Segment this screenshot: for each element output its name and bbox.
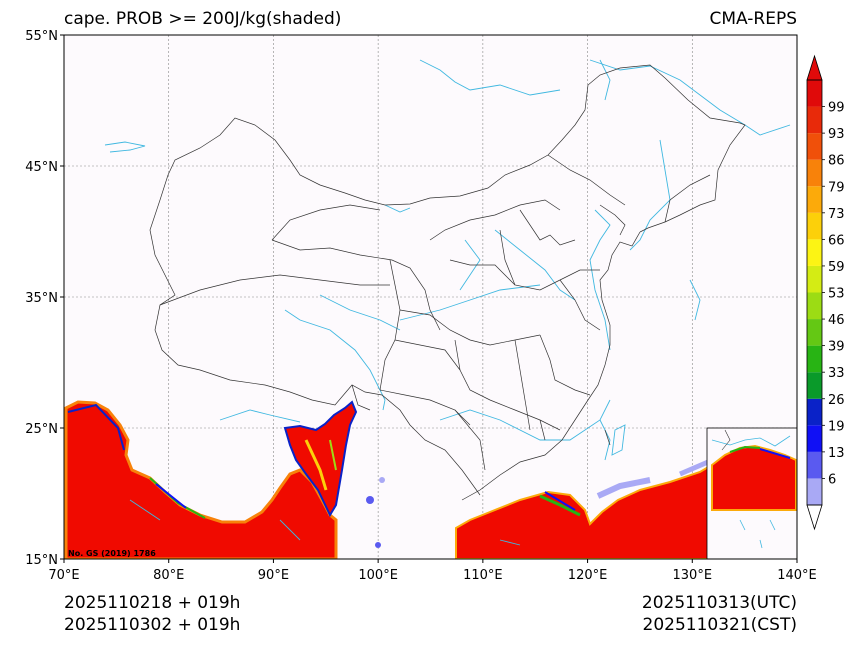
x-tick-label: 100°E [358, 568, 398, 583]
colorbar-tick-label: 66 [828, 233, 845, 248]
valid-time-cst: 2025110321(CST) [642, 615, 797, 635]
x-tick-label: 130°E [673, 568, 713, 583]
x-tick-label: 70°E [48, 568, 79, 583]
field-myanmar [283, 400, 358, 518]
colorbar-segment [807, 212, 822, 240]
colorbar-tick-label: 39 [828, 340, 845, 355]
colorbar-segment [807, 159, 822, 187]
colorbar-segment [807, 239, 822, 266]
colorbar-segment [807, 319, 822, 346]
x-axis: 70°E 80°E 90°E 100°E 110°E 120°E 130°E 140°E [48, 559, 817, 583]
model-name: CMA-REPS [709, 9, 797, 29]
x-tick-label: 110°E [463, 568, 503, 583]
colorbar-tick-label: 13 [828, 446, 845, 461]
colorbar-segment [807, 425, 822, 452]
colorbar-tick-label: 6 [828, 472, 836, 487]
colorbar-segment [807, 133, 822, 160]
graticule [64, 35, 797, 559]
admin-borders [149, 64, 746, 501]
colorbar-tick-label: 73 [828, 207, 845, 222]
colorbar-tick-label: 46 [828, 313, 845, 328]
colorbar-tick-label: 59 [828, 260, 845, 275]
y-tick-label: 15°N [25, 553, 58, 568]
colorbar-min-arrow [806, 504, 823, 531]
colorbar-tick-label: 33 [828, 366, 845, 381]
x-tick-label: 90°E [258, 568, 289, 583]
colorbar-tick-label: 26 [828, 393, 845, 408]
colorbar-segment [807, 372, 822, 399]
colorbar-tick-label: 99 [828, 101, 845, 116]
x-tick-label: 140°E [777, 568, 817, 583]
map-credit: No. GS (2019) 1786 [68, 549, 156, 558]
colorbar-segment [807, 292, 822, 320]
valid-time-utc: 2025110313(UTC) [641, 593, 797, 613]
colorbar-segment [807, 345, 822, 373]
y-tick-label: 55°N [25, 29, 58, 44]
colorbar-tick-label: 79 [828, 180, 845, 195]
colorbar-tick-label: 19 [828, 419, 845, 434]
colorbar-tick-label: 86 [828, 154, 845, 169]
colorbar-tick-label: 53 [828, 287, 845, 302]
y-axis: 55°N 45°N 35°N 25°N 15°N [25, 29, 64, 568]
probability-field [64, 400, 711, 559]
colorbar-max-arrow [806, 54, 823, 81]
y-tick-label: 35°N [25, 291, 58, 306]
init-time-utc: 2025110218 + 019h [64, 593, 241, 613]
chart-title: cape. PROB >= 200J/kg(shaded) [64, 9, 342, 29]
colorbar: 6 13 19 26 33 39 46 53 59 66 73 79 86 93 99 [806, 54, 845, 531]
colorbar-segment [807, 80, 822, 107]
colorbar-segment [807, 106, 822, 134]
x-tick-label: 80°E [153, 568, 184, 583]
colorbar-segment [807, 398, 822, 426]
colorbar-segment [807, 265, 822, 293]
y-tick-label: 45°N [25, 160, 58, 175]
y-tick-label: 25°N [25, 422, 58, 437]
inset-map [706, 427, 798, 560]
colorbar-segment [807, 478, 822, 505]
x-tick-label: 120°E [568, 568, 608, 583]
map-background [64, 35, 797, 559]
colorbar-tick-label: 93 [828, 127, 845, 142]
rivers-coastlines [104, 59, 791, 546]
init-time-cst: 2025110302 + 019h [64, 615, 241, 635]
colorbar-segment [807, 451, 822, 479]
colorbar-segment [807, 186, 822, 213]
